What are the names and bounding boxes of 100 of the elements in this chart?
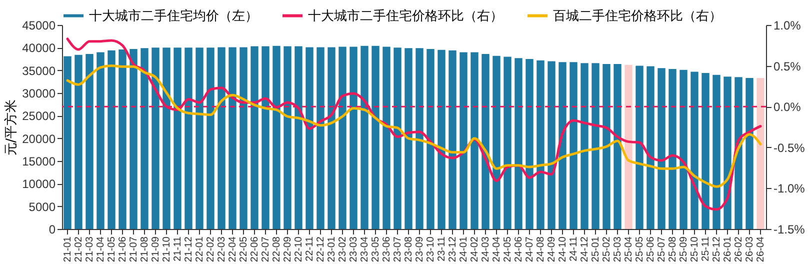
- x-tick-label: 24-07: [524, 236, 536, 262]
- x-tick-label: 24-02: [470, 236, 480, 262]
- bar: [668, 68, 676, 229]
- x-tick-label: 23-10: [426, 236, 436, 262]
- bar: [130, 49, 138, 229]
- bar: [712, 74, 720, 229]
- legend-label: 十大城市二手住宅价格环比（右）: [308, 8, 503, 24]
- x-tick-label: 22-06: [250, 236, 260, 262]
- bar: [228, 47, 236, 229]
- bar: [514, 58, 522, 229]
- x-tick-label: 22-11: [304, 236, 316, 262]
- y-tick-label: 0: [48, 222, 56, 236]
- bar: [372, 46, 380, 229]
- bar: [316, 47, 324, 229]
- x-tick-label: 23-05: [370, 236, 382, 262]
- bar: [96, 52, 104, 229]
- y-tick-label: 5000: [28, 200, 56, 214]
- bar: [162, 48, 170, 229]
- y-tick-label: 25000: [22, 109, 56, 124]
- bar: [614, 64, 622, 229]
- x-tick-label: 22-04: [228, 236, 238, 262]
- y-axis-title: 元/平方米: [3, 99, 20, 156]
- x-tick-label: 26-01: [722, 236, 734, 262]
- bar: [460, 52, 468, 229]
- bar: [470, 52, 478, 229]
- bar: [734, 77, 742, 229]
- y-tick-label: 45000: [22, 18, 56, 32]
- bar: [636, 66, 644, 229]
- bar: [338, 46, 346, 229]
- y2-tick-label: 0.0%: [774, 100, 802, 114]
- y2-tick-label: 1.0%: [774, 18, 802, 32]
- y2-tick-label: -0.5%: [774, 140, 806, 155]
- bar: [206, 48, 214, 229]
- x-tick-label: 26-04: [756, 236, 766, 262]
- x-tick-label: 23-02: [338, 236, 348, 262]
- bar: [724, 76, 732, 229]
- x-tick-label: 23-09: [414, 236, 426, 262]
- x-tick-label: 25-10: [690, 236, 700, 262]
- y2-tick-label: -1.0%: [774, 182, 806, 196]
- bar: [404, 48, 412, 229]
- bar: [272, 46, 280, 229]
- bar: [756, 78, 764, 229]
- x-tick-label: 22-12: [316, 236, 326, 262]
- bar: [294, 46, 302, 229]
- bar: [658, 68, 666, 229]
- x-tick-label: 22-09: [282, 236, 294, 262]
- x-tick-label: 23-01: [326, 236, 338, 262]
- bar: [426, 49, 434, 229]
- bar: [118, 49, 126, 229]
- x-tick-label: 22-07: [260, 236, 272, 262]
- x-tick-label: 25-04: [624, 236, 634, 262]
- bar: [174, 48, 182, 229]
- y-tick-label: 40000: [22, 41, 56, 56]
- bar: [680, 70, 688, 229]
- x-tick-label: 21-09: [150, 236, 162, 262]
- bar: [152, 48, 160, 229]
- x-tick-label: 23-03: [348, 236, 360, 262]
- x-tick-label: 23-11: [436, 236, 448, 262]
- x-tick-label: 24-10: [558, 236, 568, 262]
- bar: [64, 56, 72, 229]
- bar: [580, 63, 588, 229]
- x-tick-label: 21-02: [74, 236, 84, 262]
- bar: [646, 66, 654, 229]
- x-tick-label: 22-02: [206, 236, 216, 262]
- bar: [184, 48, 192, 229]
- x-tick-label: 25-08: [668, 236, 678, 262]
- bar: [602, 64, 610, 229]
- bar: [382, 46, 390, 229]
- bar: [592, 63, 600, 229]
- bar: [558, 62, 566, 229]
- bar: [448, 50, 456, 229]
- y-tick-label: 30000: [22, 86, 56, 100]
- bar: [240, 47, 248, 229]
- x-tick-label: 23-07: [392, 236, 404, 262]
- y-tick-label: 15000: [22, 154, 56, 168]
- x-tick-label: 22-03: [216, 236, 228, 262]
- x-tick-label: 21-11: [172, 236, 184, 262]
- x-tick-label: 22-01: [194, 236, 206, 262]
- bar: [526, 59, 534, 229]
- bar: [328, 47, 336, 229]
- x-tick-label: 25-07: [656, 236, 668, 262]
- x-tick-label: 21-03: [84, 236, 96, 262]
- line-series: [66, 64, 762, 188]
- legend-label: 十大城市二手住宅均价（左）: [89, 8, 258, 24]
- x-tick-label: 22-05: [238, 236, 250, 262]
- bar: [360, 46, 368, 229]
- bar: [504, 56, 512, 229]
- x-tick-label: 25-11: [700, 236, 712, 262]
- x-tick-label: 25-01: [590, 236, 602, 262]
- x-tick-label: 25-03: [612, 236, 624, 262]
- x-tick-label: 24-04: [492, 236, 502, 262]
- bar: [702, 73, 710, 229]
- x-tick-label: 25-02: [602, 236, 612, 262]
- x-tick-label: 26-03: [744, 236, 756, 262]
- x-tick-label: 24-05: [502, 236, 514, 262]
- x-tick-label: 24-03: [480, 236, 492, 262]
- x-tick-label: 24-12: [580, 236, 590, 262]
- bar: [140, 48, 148, 229]
- y-tick-label: 35000: [22, 64, 56, 78]
- x-tick-label: 24-09: [546, 236, 558, 262]
